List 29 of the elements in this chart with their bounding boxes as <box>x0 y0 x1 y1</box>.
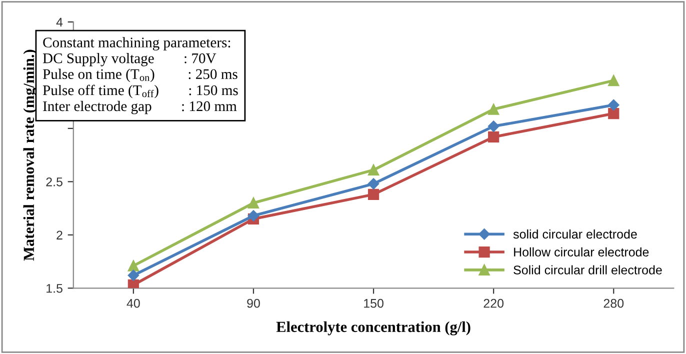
x-tick-label: 150 <box>364 298 384 308</box>
point <box>248 197 260 209</box>
x-tick-label: 40 <box>126 298 140 308</box>
point <box>488 120 500 132</box>
point <box>128 260 139 272</box>
legend-label: Hollow circular electrode <box>514 247 649 257</box>
text: Constant machining parameters: DC Supply voltage : 70V Pulse on time (T$_{on}$) : 250 ms Pulse off time (T$_{off}$) : 150 ms Inter electrode gap : 120 mm <box>42 37 238 114</box>
point <box>248 210 260 222</box>
y-tick-label: 1.5 <box>46 284 62 293</box>
legend-label: Solid circular drill electrode <box>514 265 662 274</box>
point <box>368 164 380 176</box>
y-tick-label: 2 <box>56 230 62 240</box>
y-tick-label: 2.5 <box>46 177 62 186</box>
point <box>488 104 500 115</box>
y-axis-title: Material removal rate (mg/min.) <box>23 50 38 261</box>
point <box>608 99 620 111</box>
legend-label: solid circular electrode <box>513 229 637 239</box>
x-tick-label: 280 <box>604 298 624 308</box>
point <box>368 178 380 190</box>
point <box>608 74 620 86</box>
y-tick-label: 4 <box>56 18 63 26</box>
point <box>488 131 500 143</box>
point <box>128 270 140 281</box>
point <box>128 279 139 288</box>
point <box>608 108 620 120</box>
x-axis-title: Electrolyte concentration (g/l) <box>276 321 470 336</box>
x-tick-label: 220 <box>484 298 504 308</box>
point <box>368 188 380 200</box>
x-tick-label: 90 <box>247 298 260 308</box>
